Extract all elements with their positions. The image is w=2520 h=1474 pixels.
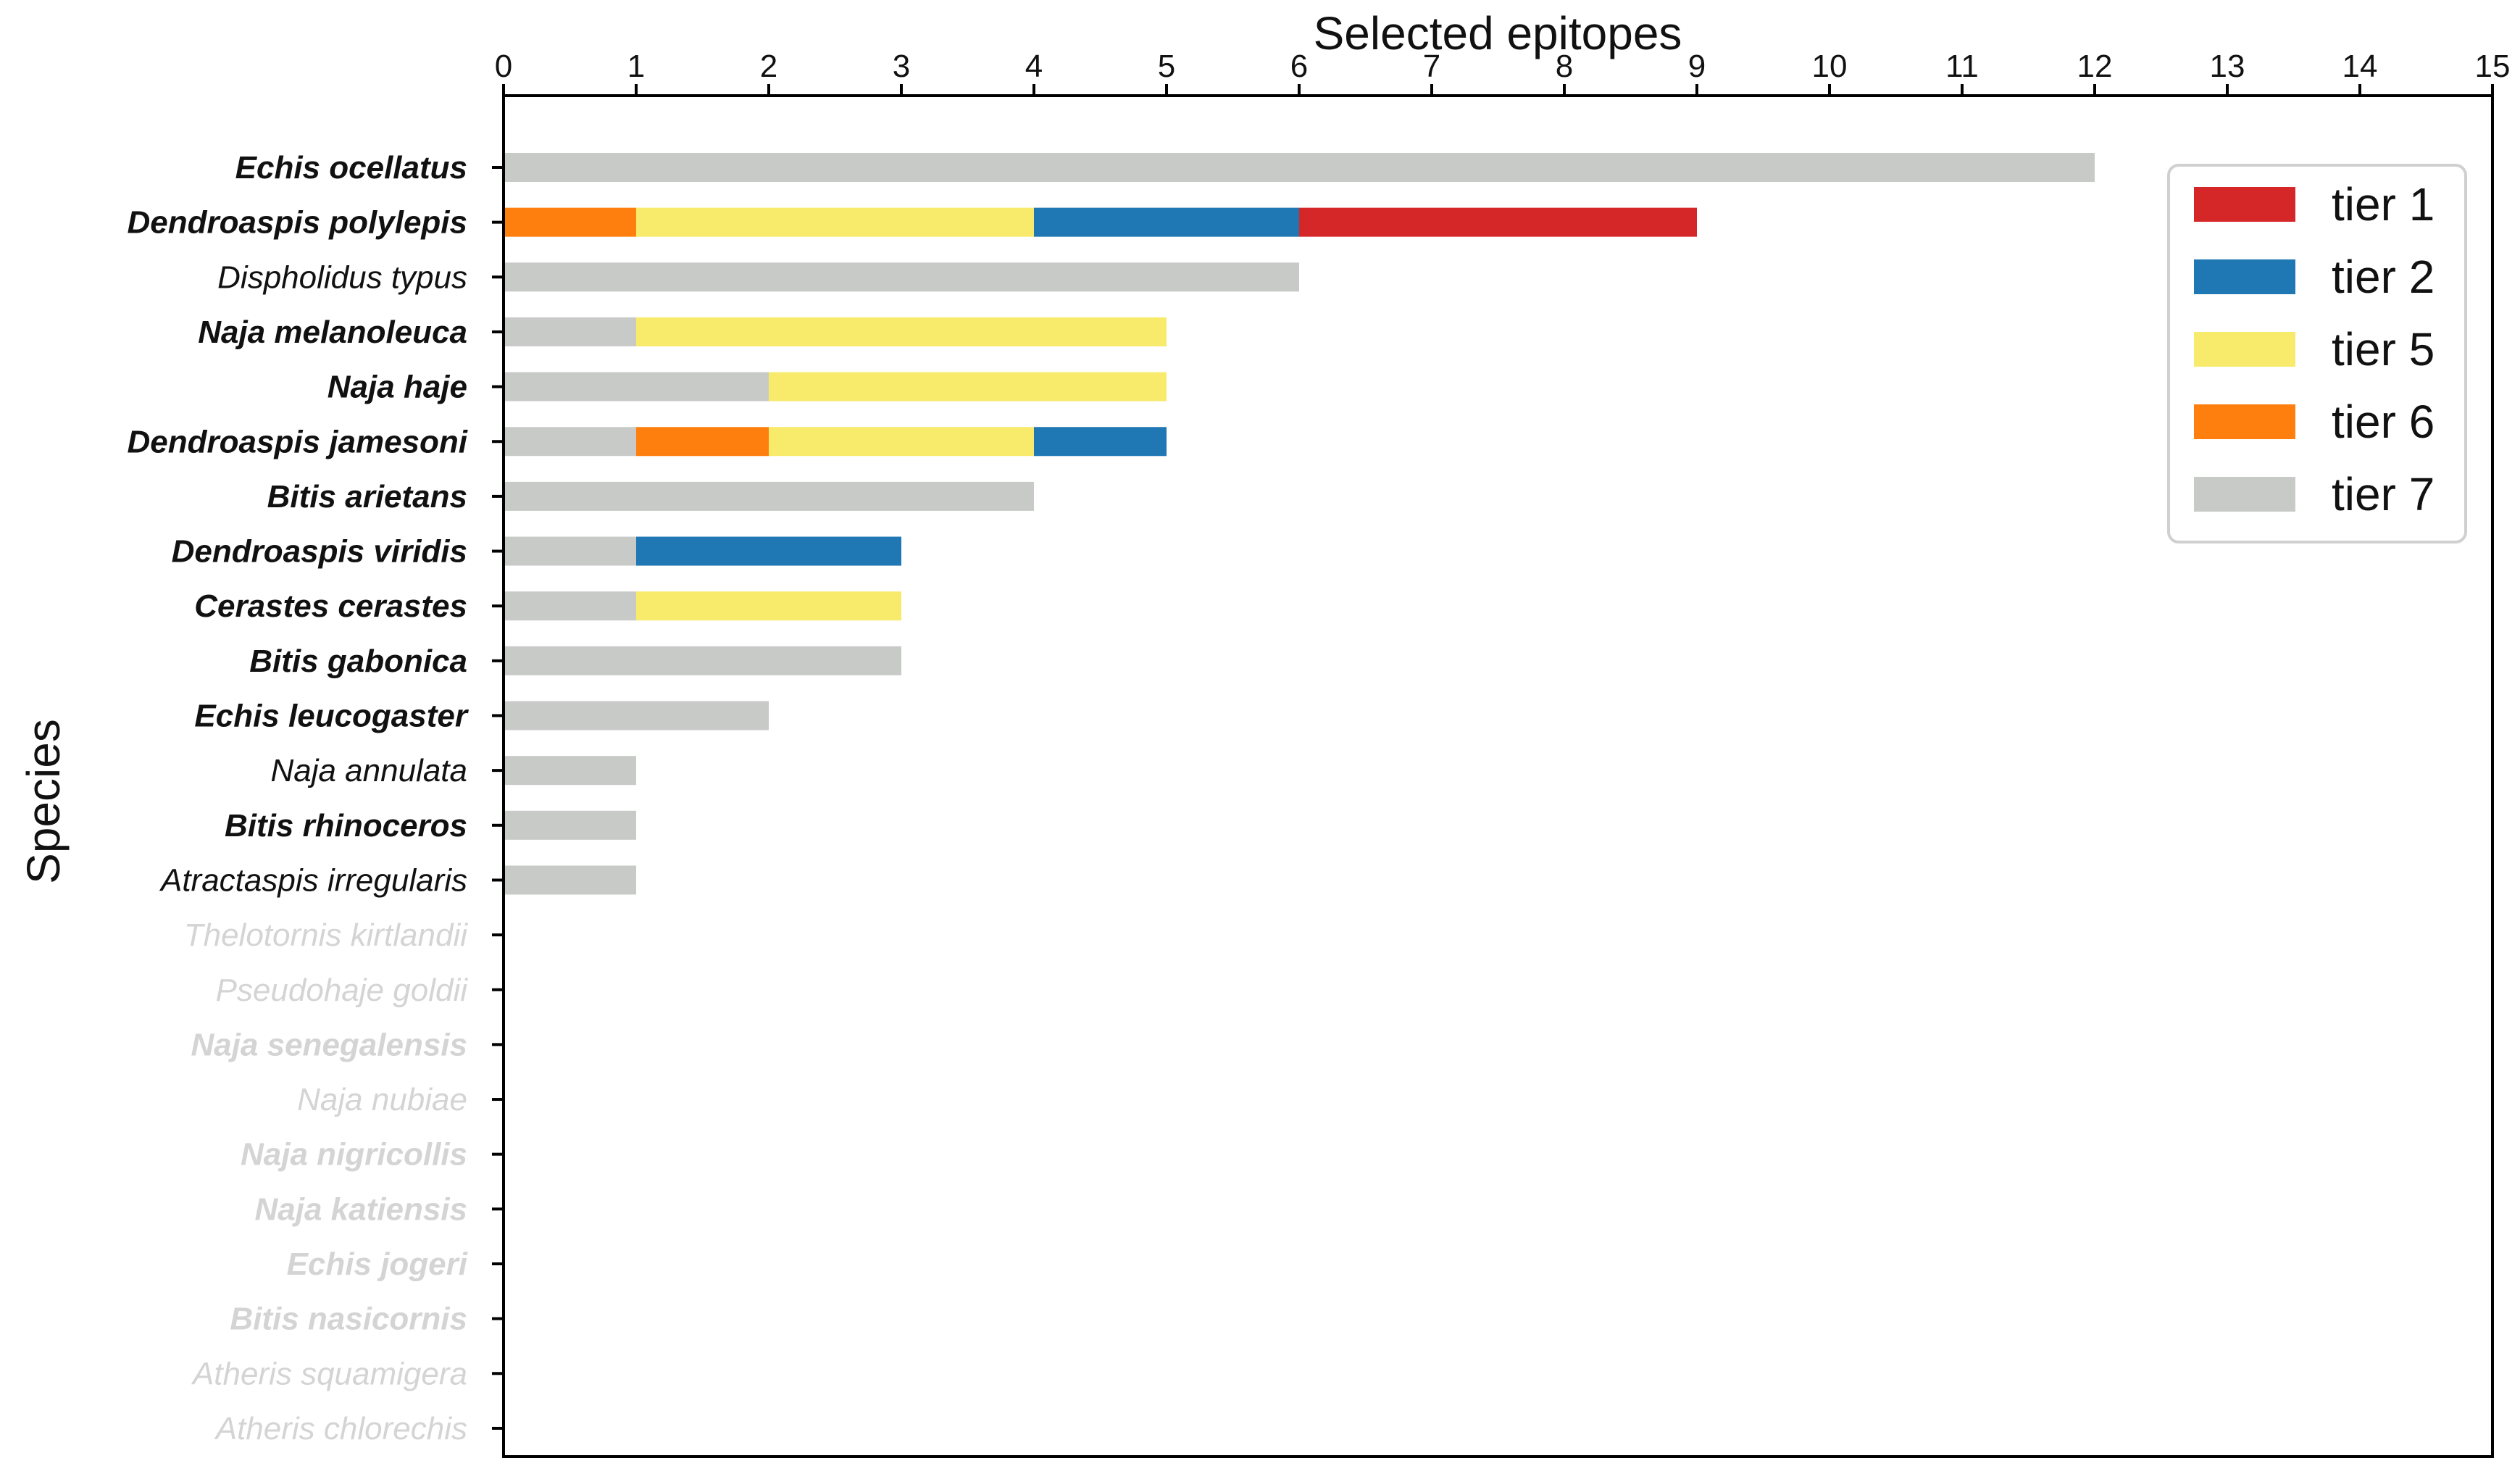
x-tick-label: 9 xyxy=(1688,49,1706,84)
legend-swatch-tier-1 xyxy=(2194,187,2295,222)
bar-naja-haje-tier-7 xyxy=(504,372,769,401)
x-tick-label: 1 xyxy=(627,49,645,84)
bars-layer xyxy=(504,153,2095,895)
bar-naja-melanoleuca-tier-5 xyxy=(636,317,1167,346)
bar-dendroaspis-jamesoni-tier-7 xyxy=(504,427,636,457)
legend-label-tier-1: tier 1 xyxy=(2332,178,2435,230)
legend-label-tier-2: tier 2 xyxy=(2332,251,2435,303)
species-label-bitis-nasicornis: Bitis nasicornis xyxy=(230,1302,467,1337)
bar-bitis-rhinoceros-tier-7 xyxy=(504,810,636,840)
bar-dendroaspis-polylepis-tier-5 xyxy=(636,207,1034,237)
species-label-echis-ocellatus: Echis ocellatus xyxy=(235,150,467,186)
species-label-pseudohaje-goldii: Pseudohaje goldii xyxy=(216,973,469,1008)
species-label-dispholidus-typus: Dispholidus typus xyxy=(217,259,467,295)
bar-cerastes-cerastes-tier-5 xyxy=(636,591,901,621)
species-label-bitis-arietans: Bitis arietans xyxy=(267,479,467,515)
species-label-atheris-chlorechis: Atheris chlorechis xyxy=(214,1411,467,1446)
x-tick-label: 7 xyxy=(1423,49,1440,84)
legend: tier 1 tier 2 tier 5 tier 6 tier 7 xyxy=(2167,164,2467,544)
bar-echis-leucogaster-tier-7 xyxy=(504,701,769,730)
bar-dendroaspis-viridis-tier-7 xyxy=(504,536,636,566)
species-label-naja-nigricollis: Naja nigricollis xyxy=(241,1137,467,1173)
legend-swatch-tier-5 xyxy=(2194,332,2295,367)
y-axis-title: Species xyxy=(17,719,70,884)
bar-dendroaspis-polylepis-tier-6 xyxy=(504,207,636,237)
species-label-naja-melanoleuca: Naja melanoleuca xyxy=(198,315,467,350)
bar-atractaspis-irregularis-tier-7 xyxy=(504,865,636,895)
x-tick-label: 3 xyxy=(893,49,910,84)
species-label-naja-katiensis: Naja katiensis xyxy=(255,1191,468,1227)
x-tick-label: 15 xyxy=(2475,49,2511,84)
x-tick-label: 11 xyxy=(1945,49,1979,84)
bar-naja-haje-tier-5 xyxy=(769,372,1167,401)
bar-dispholidus-typus-tier-7 xyxy=(504,262,1299,292)
x-axis-title: Selected epitopes xyxy=(1314,7,1682,59)
species-label-bitis-rhinoceros: Bitis rhinoceros xyxy=(225,808,467,844)
legend-label-tier-5: tier 5 xyxy=(2332,323,2435,375)
legend-swatch-tier-2 xyxy=(2194,259,2295,294)
species-label-naja-annulata: Naja annulata xyxy=(270,753,467,788)
species-label-atheris-squamigera: Atheris squamigera xyxy=(191,1356,467,1391)
x-tick-label: 6 xyxy=(1290,49,1308,84)
bar-bitis-gabonica-tier-7 xyxy=(504,646,901,675)
bar-cerastes-cerastes-tier-7 xyxy=(504,591,636,621)
x-tick-label: 12 xyxy=(2077,49,2113,84)
legend-swatch-tier-7 xyxy=(2194,477,2295,512)
x-tick-label: 0 xyxy=(495,49,512,84)
species-label-echis-leucogaster: Echis leucogaster xyxy=(194,699,469,734)
species-label-dendroaspis-polylepis: Dendroaspis polylepis xyxy=(128,205,467,241)
species-label-echis-jogeri: Echis jogeri xyxy=(287,1246,468,1282)
bar-naja-annulata-tier-7 xyxy=(504,756,636,786)
x-tick-label: 8 xyxy=(1556,49,1573,84)
bar-dendroaspis-jamesoni-tier-2 xyxy=(1034,427,1167,457)
bar-dendroaspis-polylepis-tier-1 xyxy=(1299,207,1697,237)
legend-label-tier-7: tier 7 xyxy=(2332,468,2435,520)
x-tick-label: 5 xyxy=(1158,49,1175,84)
legend-swatch-tier-6 xyxy=(2194,404,2295,439)
y-axis-ticks: Echis ocellatus Dendroaspis polylepis Disp… xyxy=(128,150,504,1446)
x-tick-label: 13 xyxy=(2210,49,2245,84)
x-tick-label: 2 xyxy=(760,49,777,84)
species-label-atractaspis-irregularis: Atractaspis irregularis xyxy=(159,862,467,898)
x-axis-ticks: 0 1 2 3 4 5 6 7 8 9 10 11 12 13 14 15 xyxy=(495,49,2511,96)
bar-dendroaspis-jamesoni-tier-5 xyxy=(769,427,1034,457)
species-label-naja-nubiae: Naja nubiae xyxy=(297,1082,467,1117)
bar-dendroaspis-viridis-tier-2 xyxy=(636,536,901,566)
bar-bitis-arietans-tier-7 xyxy=(504,481,1034,511)
bar-echis-ocellatus-tier-7 xyxy=(504,153,2095,182)
species-label-dendroaspis-viridis: Dendroaspis viridis xyxy=(172,534,467,570)
species-label-naja-senegalensis: Naja senegalensis xyxy=(191,1027,467,1062)
bar-dendroaspis-polylepis-tier-2 xyxy=(1034,207,1299,237)
x-tick-label: 4 xyxy=(1025,49,1043,84)
species-label-naja-haje: Naja haje xyxy=(327,370,467,405)
bar-dendroaspis-jamesoni-tier-6 xyxy=(636,427,769,457)
legend-label-tier-6: tier 6 xyxy=(2332,396,2435,448)
plot-frame xyxy=(502,94,2494,1458)
species-label-dendroaspis-jamesoni: Dendroaspis jamesoni xyxy=(128,424,468,459)
x-tick-label: 10 xyxy=(1812,49,1848,84)
species-label-bitis-gabonica: Bitis gabonica xyxy=(249,644,467,679)
x-tick-label: 14 xyxy=(2342,49,2378,84)
species-label-thelotornis-kirtlandii: Thelotornis kirtlandii xyxy=(184,917,468,953)
bar-naja-melanoleuca-tier-7 xyxy=(504,317,636,346)
species-label-cerastes-cerastes: Cerastes cerastes xyxy=(194,588,467,624)
